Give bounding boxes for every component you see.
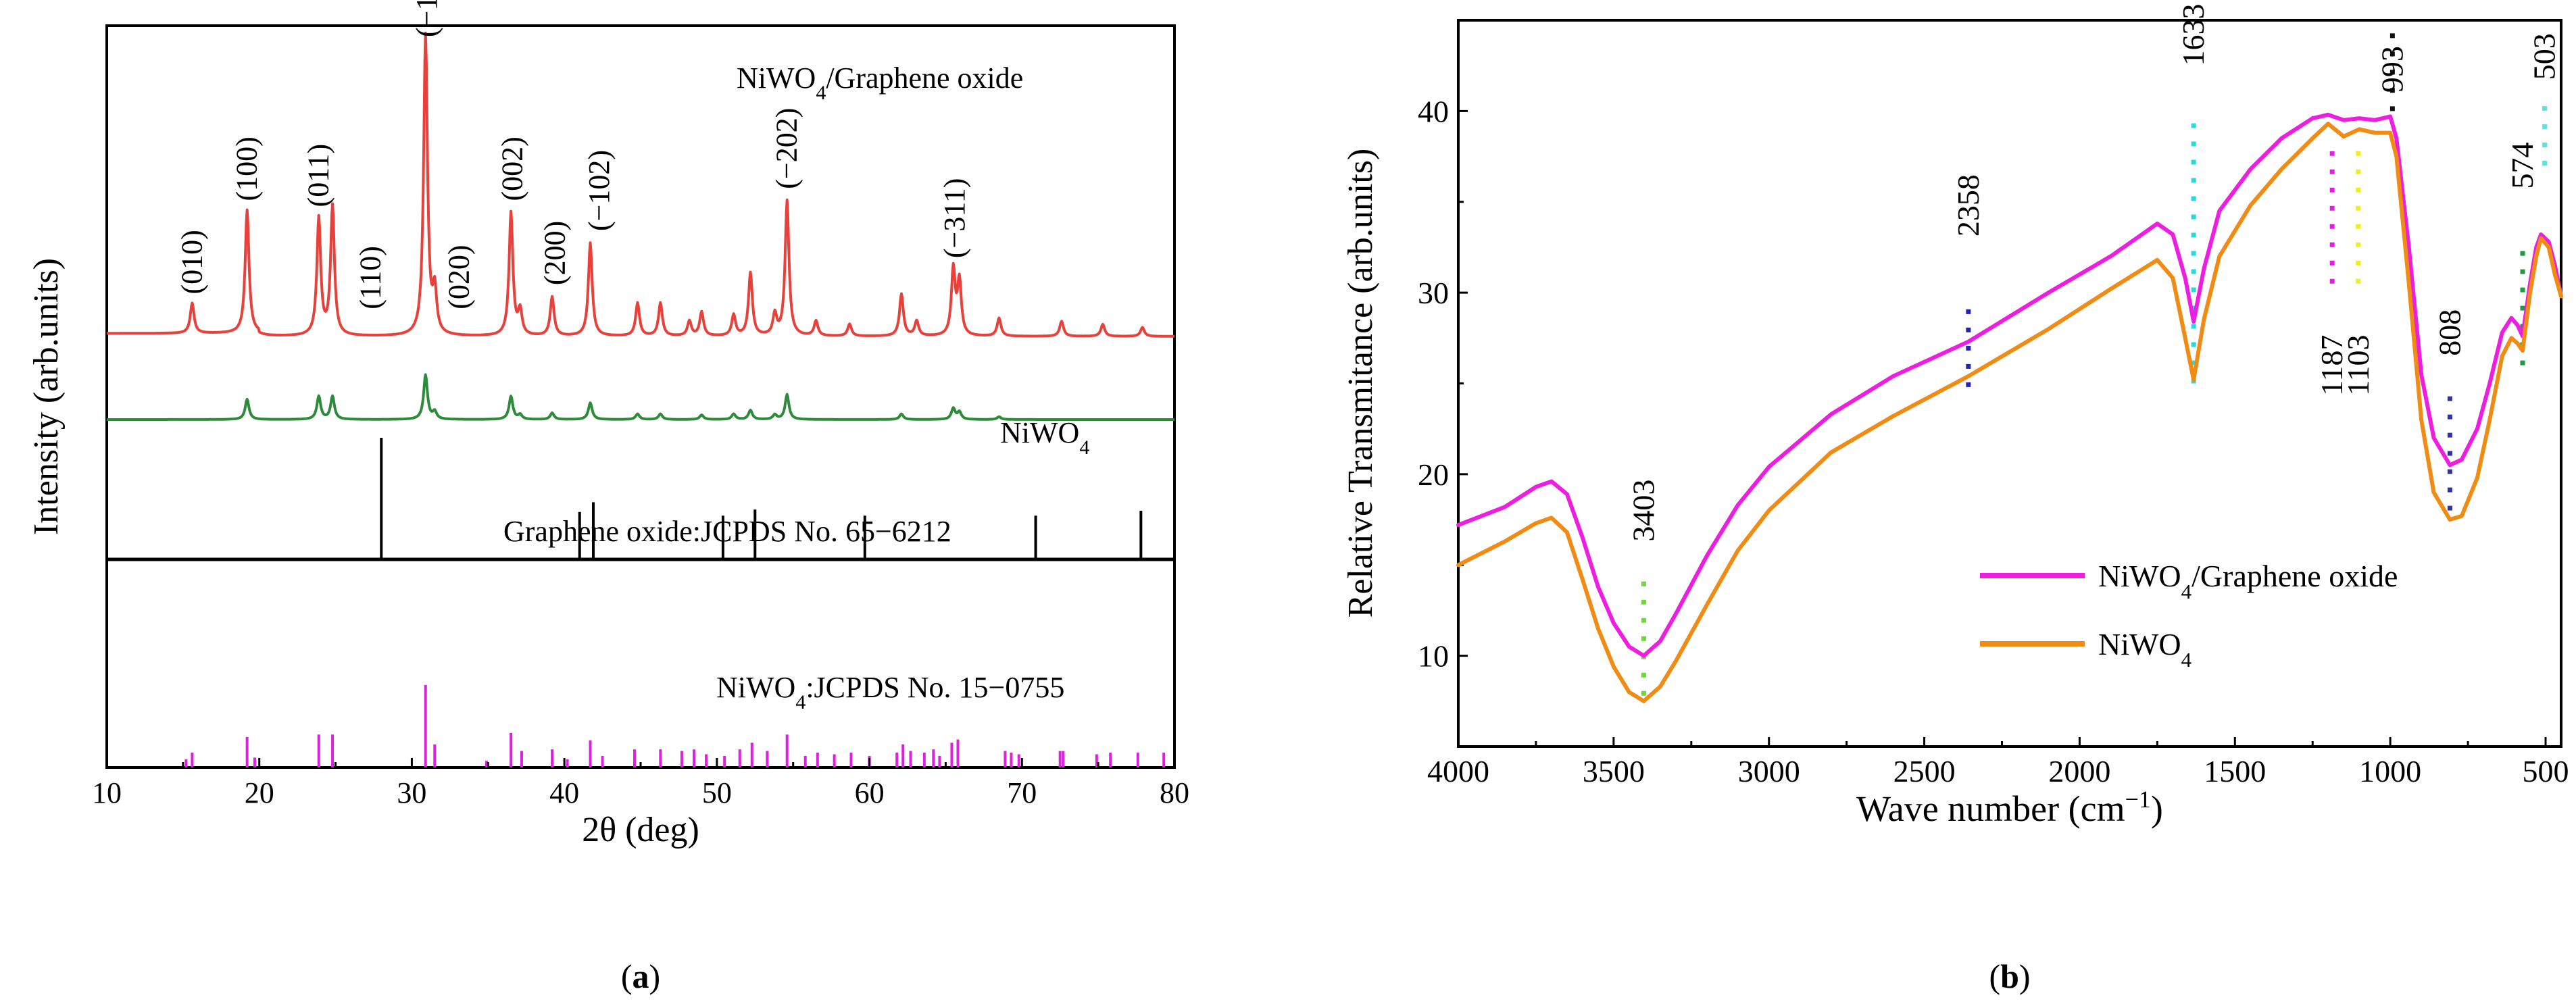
y-tick-label: 20 (1418, 457, 1449, 492)
panel-b-x-ticks: 4000 3500 3000 2500 2000 1500 1000 500 (1427, 737, 2569, 788)
xrd-pattern-niwo4 (106, 373, 1175, 421)
peak-label: (020) (442, 245, 475, 309)
x-tick-label: 80 (1160, 776, 1189, 809)
peak-label: (002) (495, 136, 528, 201)
ftir-spectrum-composite (1456, 112, 2563, 658)
panel-b-x-axis-label: Wave number (cm−1) (1856, 786, 2163, 829)
band-label-503: 503 (2527, 33, 2562, 80)
band-label-808: 808 (2432, 309, 2467, 356)
panel-a-x-axis-label: 2θ (deg) (582, 811, 699, 849)
y-tick-label: 40 (1418, 94, 1449, 128)
series-label-composite: NiWO4/Graphene oxide (737, 61, 1023, 104)
reference-label-niwo4: NiWO4:JCPDS No. 15−0755 (716, 671, 1064, 713)
x-tick-label: 500 (2523, 754, 2569, 788)
peak-label: (011) (302, 144, 335, 207)
x-tick-label: 2000 (2048, 754, 2110, 788)
panel-a-peak-labels: (010) (100) (011) (110) (−110) (020) (002) (200… (175, 0, 971, 309)
peak-label: (100) (230, 136, 264, 201)
x-tick-label: 60 (855, 776, 885, 809)
band-label-2358: 2358 (1951, 174, 1985, 236)
x-tick-label: 1000 (2359, 754, 2421, 788)
panel-a-y-axis-label: Intensity (arb.units) (27, 258, 66, 535)
panel-b-series (1456, 112, 2563, 703)
x-tick-label: 50 (702, 776, 732, 809)
band-label-574: 574 (2505, 143, 2540, 189)
x-tick-label: 4000 (1427, 754, 1489, 788)
peak-label: (−102) (583, 150, 616, 231)
y-tick-label: 10 (1418, 639, 1449, 674)
x-tick-label: 2500 (1893, 754, 1956, 788)
legend-label-niwo4: NiWO4 (2098, 627, 2192, 672)
legend-label-composite: NiWO4/Graphene oxide (2098, 559, 2398, 603)
panel-a-x-ticks: 10 20 30 40 50 60 70 80 (92, 758, 1189, 809)
band-label-3403: 3403 (1626, 480, 1660, 542)
peak-label: (010) (175, 230, 208, 294)
panel-b-ftir: 10 20 30 40 4000 3500 3000 2500 2000 1500 1000 500… (1341, 4, 2569, 996)
band-label-993: 993 (2375, 46, 2409, 93)
panel-b-y-ticks: 10 20 30 40 (1418, 19, 1468, 748)
panel-b-y-axis-label: Relative Transmitance (arb.units) (1341, 149, 1380, 618)
series-label-niwo4: NiWO4 (1000, 416, 1089, 459)
peak-label: (−202) (770, 108, 803, 189)
panel-b-caption: (b) (1989, 957, 2030, 995)
x-tick-label: 10 (92, 776, 122, 809)
reference-label-graphene-oxide: Graphene oxide:JCPDS No. 65−6212 (503, 515, 951, 548)
panel-a-frame (105, 24, 1176, 769)
peak-label: (−110) (410, 0, 443, 37)
x-tick-label: 3500 (1583, 754, 1645, 788)
y-tick-label: 30 (1418, 276, 1449, 310)
peak-label: (−311) (938, 178, 971, 259)
panel-a-caption: (a) (621, 957, 660, 995)
x-tick-label: 3000 (1738, 754, 1800, 788)
x-tick-label: 40 (549, 776, 579, 809)
peak-label: (110) (353, 246, 387, 309)
x-tick-label: 70 (1007, 776, 1037, 809)
panel-a-series (106, 31, 1175, 421)
panel-a-xrd: 10 20 30 40 50 60 70 80 (010) (100) (011) (110) (−1… (27, 0, 1189, 995)
x-tick-label: 1500 (2204, 754, 2266, 788)
x-tick-label: 20 (245, 776, 274, 809)
band-label-1633: 1633 (2176, 4, 2210, 66)
xrd-pattern-composite (106, 31, 1175, 338)
panel-b-legend: NiWO4/Graphene oxide NiWO4 (1980, 559, 2398, 672)
panel-a-reference-lines (107, 438, 1174, 767)
x-tick-label: 30 (397, 776, 426, 809)
band-label-1103: 1103 (2341, 334, 2375, 395)
band-label-1187: 1187 (2314, 334, 2349, 395)
ftir-spectrum-niwo4 (1456, 122, 2563, 703)
peak-label: (200) (539, 221, 572, 285)
